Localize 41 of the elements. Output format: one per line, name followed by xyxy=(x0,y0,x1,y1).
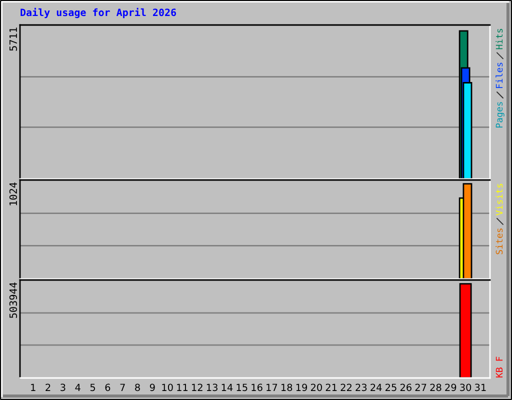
x-tick-label: 20 xyxy=(310,384,322,392)
x-tick-label: 30 xyxy=(460,384,472,392)
x-tick-label: 28 xyxy=(430,384,442,392)
x-tick-label: 10 xyxy=(162,384,173,392)
text: 1024 xyxy=(9,182,18,206)
x-tick-label: 23 xyxy=(356,384,367,392)
x-tick-label: 13 xyxy=(206,384,218,392)
x-tick-label: 19 xyxy=(296,384,308,392)
text: 5711 xyxy=(10,28,18,51)
x-tick-label: 26 xyxy=(400,384,412,392)
x-tick-label: 31 xyxy=(475,384,486,392)
x-tick-label: 18 xyxy=(281,384,292,392)
x-tick-label: 29 xyxy=(445,384,456,392)
text: Pages xyxy=(496,102,504,128)
x-tick-label: 9 xyxy=(150,384,155,392)
x-tick-label: 17 xyxy=(266,384,278,391)
x-tick-label: 11 xyxy=(177,384,188,391)
x-tick-label: 21 xyxy=(326,384,337,391)
text: KB F xyxy=(496,356,503,378)
x-tick-label: 8 xyxy=(135,384,140,392)
x-tick-label: 14 xyxy=(222,384,233,391)
x-tick-label: 5 xyxy=(90,384,96,392)
text: 503944 xyxy=(9,282,18,318)
x-tick-label: 1 xyxy=(31,384,36,391)
x-tick-label: 27 xyxy=(415,384,426,391)
text: Sites xyxy=(496,228,503,254)
x-tick-label: 12 xyxy=(192,384,202,391)
x-tick-label: 24 xyxy=(370,384,382,391)
text: Hits xyxy=(496,28,503,50)
chart-title: Daily usage for April 2026 xyxy=(20,8,176,18)
text: Files xyxy=(496,62,503,88)
x-tick-label: 2 xyxy=(46,384,50,391)
x-tick-label: 6 xyxy=(105,384,110,392)
x-tick-label: 7 xyxy=(120,384,125,391)
x-tick-label: 16 xyxy=(252,384,262,392)
x-tick-label: 22 xyxy=(340,384,352,391)
x-tick-label: 25 xyxy=(386,384,396,392)
x-tick-label: 15 xyxy=(236,384,248,392)
text: Visits xyxy=(496,184,503,216)
x-tick-label: 4 xyxy=(75,384,80,391)
x-tick-label: 3 xyxy=(60,384,66,392)
